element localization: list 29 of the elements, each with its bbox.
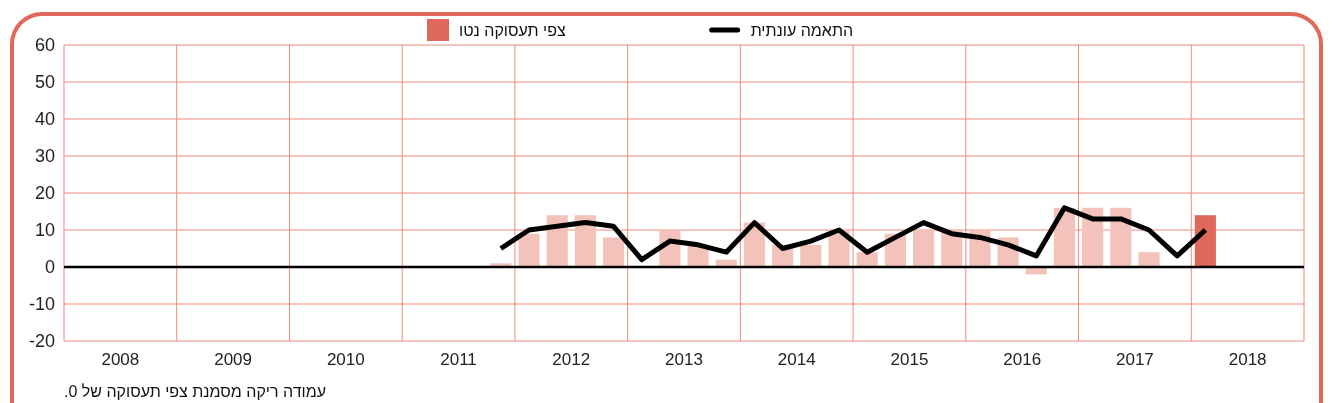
bar	[800, 244, 822, 267]
y-tick-label: 20	[34, 183, 55, 203]
legend-label: צפי תעסוקה נטו	[459, 21, 566, 39]
y-tick-label: 30	[34, 146, 55, 166]
bar	[912, 230, 935, 267]
bar	[518, 233, 540, 267]
x-tick-label: 2009	[214, 349, 252, 369]
y-tick-label: -20	[28, 331, 55, 351]
x-tick-label: 2018	[1228, 349, 1267, 369]
y-tick-label: -10	[28, 294, 55, 314]
x-tick-label: 2016	[1003, 349, 1042, 369]
y-tick-label: 0	[44, 257, 55, 277]
bar	[602, 237, 625, 267]
x-tick-label: 2017	[1115, 349, 1154, 369]
y-tick-label: 50	[34, 72, 55, 92]
bar	[1194, 215, 1216, 267]
x-tick-label: 2011	[440, 349, 477, 369]
y-tick-label: 10	[34, 220, 55, 240]
x-tick-label: 2012	[552, 349, 591, 369]
y-tick-label: 40	[34, 109, 55, 129]
y-tick-label: 60	[34, 35, 55, 55]
x-tick-label: 2014	[777, 349, 816, 369]
x-tick-label: 2010	[326, 349, 365, 369]
legend-label: התאמה עונתית	[750, 21, 854, 39]
text: עמודה ריקה מסמנת צפי תעסוקה של 0.	[64, 382, 326, 400]
bar	[1138, 252, 1160, 267]
x-tick-label: 2015	[890, 349, 929, 369]
x-tick-label: 2013	[665, 349, 703, 369]
x-tick-label: 2008	[101, 349, 140, 369]
